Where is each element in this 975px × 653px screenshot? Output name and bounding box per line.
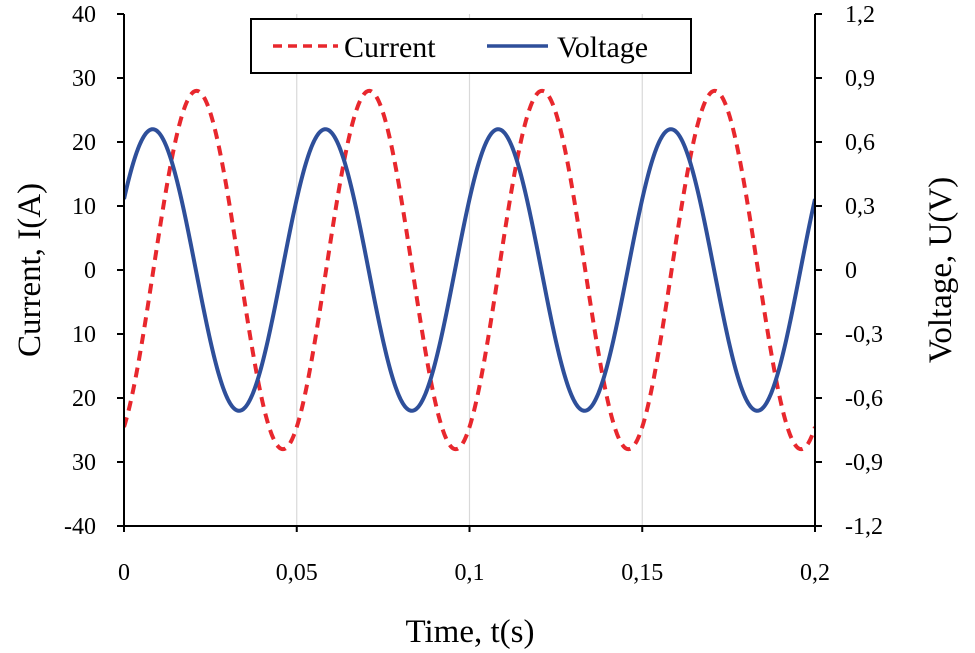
y-axis-left-title: Current, I(A) [12, 183, 48, 357]
y-left-tick-label: 20 [72, 130, 96, 156]
y-right-tick-label: 0 [845, 258, 857, 284]
y-left-tick-label: 30 [72, 450, 96, 476]
y-right-tick-label: -1,2 [845, 514, 883, 540]
y-left-tick-label: 10 [72, 322, 96, 348]
y-left-tick-label: -40 [64, 514, 96, 540]
legend-voltage-label: Voltage [557, 31, 648, 64]
legend: Current Voltage [250, 18, 692, 74]
y-right-tick-label: 0,3 [845, 194, 875, 220]
x-tick-label: 0,1 [455, 560, 485, 586]
y-left-tick-label: 40 [72, 2, 96, 28]
x-tick-label: 0,2 [800, 560, 830, 586]
series-line-current [124, 88, 815, 452]
y-axis-right-title: Voltage, U(V) [923, 177, 959, 363]
series-layer [124, 88, 815, 452]
grid-layer [296, 14, 643, 526]
x-tick-label: 0,15 [621, 560, 663, 586]
ticks-layer: 40 30 20 10 0 10 20 30 -40 1,2 0,9 0,6 0,3 0 -0,3 -0,6 -… [64, 2, 883, 586]
y-left-tick-label: 30 [72, 66, 96, 92]
y-right-tick-label: -0,3 [845, 322, 883, 348]
y-left-tick-label: 20 [72, 386, 96, 412]
x-tick-label: 0,05 [276, 560, 318, 586]
y-right-tick-label: 1,2 [845, 2, 875, 28]
series-line-voltage [124, 127, 815, 413]
y-right-tick-label: 0,9 [845, 66, 875, 92]
y-left-tick-label: 0 [84, 258, 96, 284]
legend-current-label: Current [344, 31, 436, 64]
x-tick-label: 0 [118, 560, 130, 586]
y-right-tick-label: -0,9 [845, 450, 883, 476]
y-right-tick-label: 0,6 [845, 130, 875, 156]
y-right-tick-label: -0,6 [845, 386, 883, 412]
y-left-tick-label: 10 [72, 194, 96, 220]
x-axis-title: Time, t(s) [406, 614, 535, 650]
